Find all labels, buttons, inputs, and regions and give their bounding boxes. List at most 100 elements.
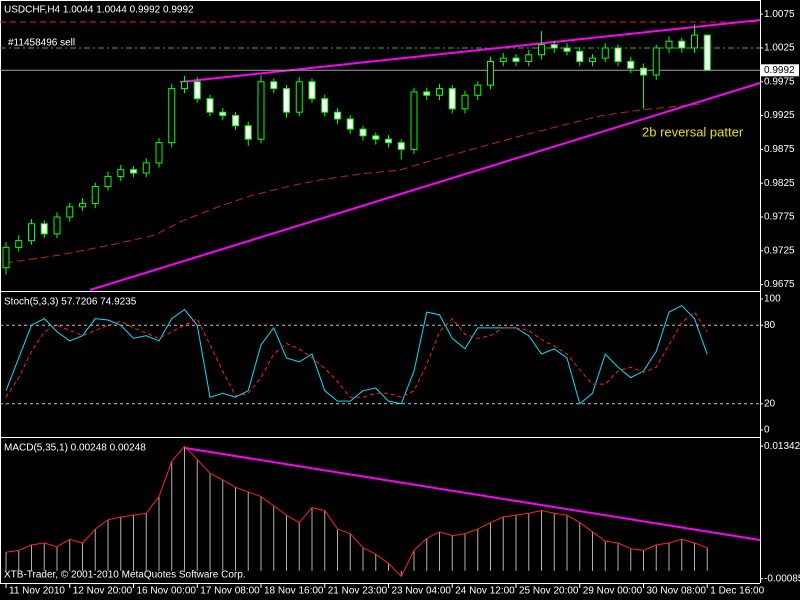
x-tick-label: 16 Nov 00:00 (137, 586, 197, 597)
candle-body (130, 169, 137, 174)
panel-title: MACD(5,35,1) 0.00248 0.00248 (4, 443, 146, 454)
candle-body (295, 81, 303, 113)
candle-body (244, 125, 252, 140)
x-tick-label: 11 Nov 2010 (9, 586, 65, 597)
y-tick-label: 1.0025 (764, 43, 795, 54)
panel-title: USDCHF,H4 1.0044 1.0044 0.9992 0.9992 (4, 5, 194, 16)
candle-body (346, 118, 354, 130)
y-tick-label: 0.9725 (764, 245, 795, 256)
candle-body (91, 186, 99, 204)
x-tick-label: 21 Nov 23:00 (328, 586, 388, 597)
candle-body (385, 138, 392, 144)
candle-body (525, 54, 533, 62)
candle-body (40, 223, 48, 235)
candle-body (550, 44, 558, 49)
candle-body (168, 88, 176, 144)
candle-body (321, 98, 329, 113)
last-price-label: 0.9992 (764, 65, 795, 76)
candle-body (538, 44, 545, 56)
trend-line (184, 447, 761, 541)
candle-body (359, 128, 367, 137)
candle-body (691, 34, 698, 49)
y-tick-label: 0.9925 (764, 110, 795, 121)
candle-body (627, 60, 635, 69)
candle-body (448, 88, 456, 110)
candle-body (461, 94, 469, 110)
y-tick-label: 80 (764, 320, 776, 331)
y-tick-label: 0.9825 (764, 178, 795, 189)
candle-body (652, 47, 660, 76)
y-tick-label: 0 (764, 425, 770, 436)
candle-body (181, 81, 188, 90)
y-tick-label: 0.9975 (764, 76, 795, 87)
candle-body (397, 142, 405, 150)
x-tick-label: 17 Nov 08:00 (200, 586, 260, 597)
candle-body (117, 169, 125, 177)
y-tick-label: 1.0075 (764, 9, 795, 20)
candle-body (334, 111, 341, 120)
candle-body (28, 223, 35, 242)
candle-body (372, 135, 380, 140)
candle-body (589, 57, 596, 62)
candle-body (155, 142, 163, 164)
x-tick-label: 29 Nov 00:00 (583, 586, 643, 597)
candle-body (499, 57, 507, 62)
candle-body (193, 81, 201, 100)
x-tick-label: 18 Nov 16:00 (264, 586, 324, 597)
trend-line (89, 82, 761, 291)
frame (0, 0, 761, 584)
x-tick-label: 1 Dec 16:00 (710, 586, 764, 597)
candle-body (142, 162, 150, 174)
signal-line (5, 445, 708, 578)
candle-body (436, 88, 443, 96)
candle-body (53, 216, 61, 235)
candle-body (474, 84, 482, 96)
price-box (761, 64, 799, 77)
y-tick-label: 20 (764, 398, 776, 409)
order-label: #11458496 sell (8, 38, 75, 49)
y-tick-label: 0.9875 (764, 144, 795, 155)
y-tick-label: 0.9775 (764, 212, 795, 223)
candle-body (576, 50, 584, 62)
candle-body (665, 40, 673, 49)
y-tick-label: 100 (764, 294, 781, 305)
y-tick-label: 0.9675 (764, 279, 795, 290)
footer: XTB-Trader, © 2001-2010 MetaQuotes Softw… (4, 570, 246, 581)
stoch-line (5, 304, 708, 405)
candle-body (703, 34, 711, 71)
candle-body (614, 47, 622, 62)
candle-body (79, 202, 86, 208)
candle-body (104, 175, 112, 188)
candle-body (678, 40, 686, 49)
panel-title: Stoch(5,3,3) 57.7206 74.9235 (4, 297, 137, 308)
candle-body (512, 57, 520, 62)
trend-line (179, 19, 761, 83)
moving-average (4, 103, 701, 264)
candle-body (257, 81, 265, 140)
stoch-line (5, 311, 708, 398)
candle-body (308, 81, 316, 100)
candle-body (219, 111, 227, 117)
x-tick-label: 30 Nov 08:00 (647, 586, 707, 597)
candle-body (15, 240, 23, 248)
candle-body (487, 60, 494, 86)
candle-body (423, 91, 431, 96)
candle-body (66, 206, 74, 218)
x-tick-label: 25 Nov 20:00 (519, 586, 579, 597)
candle-body (2, 246, 10, 269)
y-tick-label: 0.01342 (764, 441, 800, 452)
x-tick-label: 23 Nov 04:00 (392, 586, 452, 597)
annotation: 2b reversal patter (642, 124, 744, 139)
candle-body (232, 115, 239, 127)
x-tick-label: 24 Nov 12:00 (455, 586, 515, 597)
candle-body (640, 67, 647, 76)
candle-body (563, 47, 571, 52)
candle-body (601, 47, 609, 59)
y-tick-label: -0.00085 (764, 573, 800, 584)
candle-body (410, 91, 418, 150)
candle-body (283, 88, 290, 113)
candle-body (206, 98, 214, 113)
x-tick-label: 12 Nov 20:00 (73, 586, 133, 597)
